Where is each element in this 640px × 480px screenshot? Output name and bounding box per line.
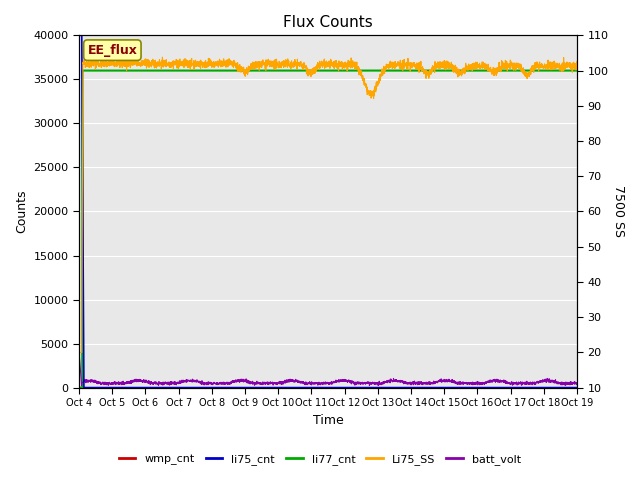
Title: Flux Counts: Flux Counts <box>283 15 373 30</box>
Y-axis label: 7500 SS: 7500 SS <box>612 185 625 238</box>
Text: EE_flux: EE_flux <box>88 44 138 57</box>
Legend: wmp_cnt, li75_cnt, li77_cnt, Li75_SS, batt_volt: wmp_cnt, li75_cnt, li77_cnt, Li75_SS, ba… <box>115 450 525 469</box>
Y-axis label: Counts: Counts <box>15 190 28 233</box>
X-axis label: Time: Time <box>312 414 344 427</box>
